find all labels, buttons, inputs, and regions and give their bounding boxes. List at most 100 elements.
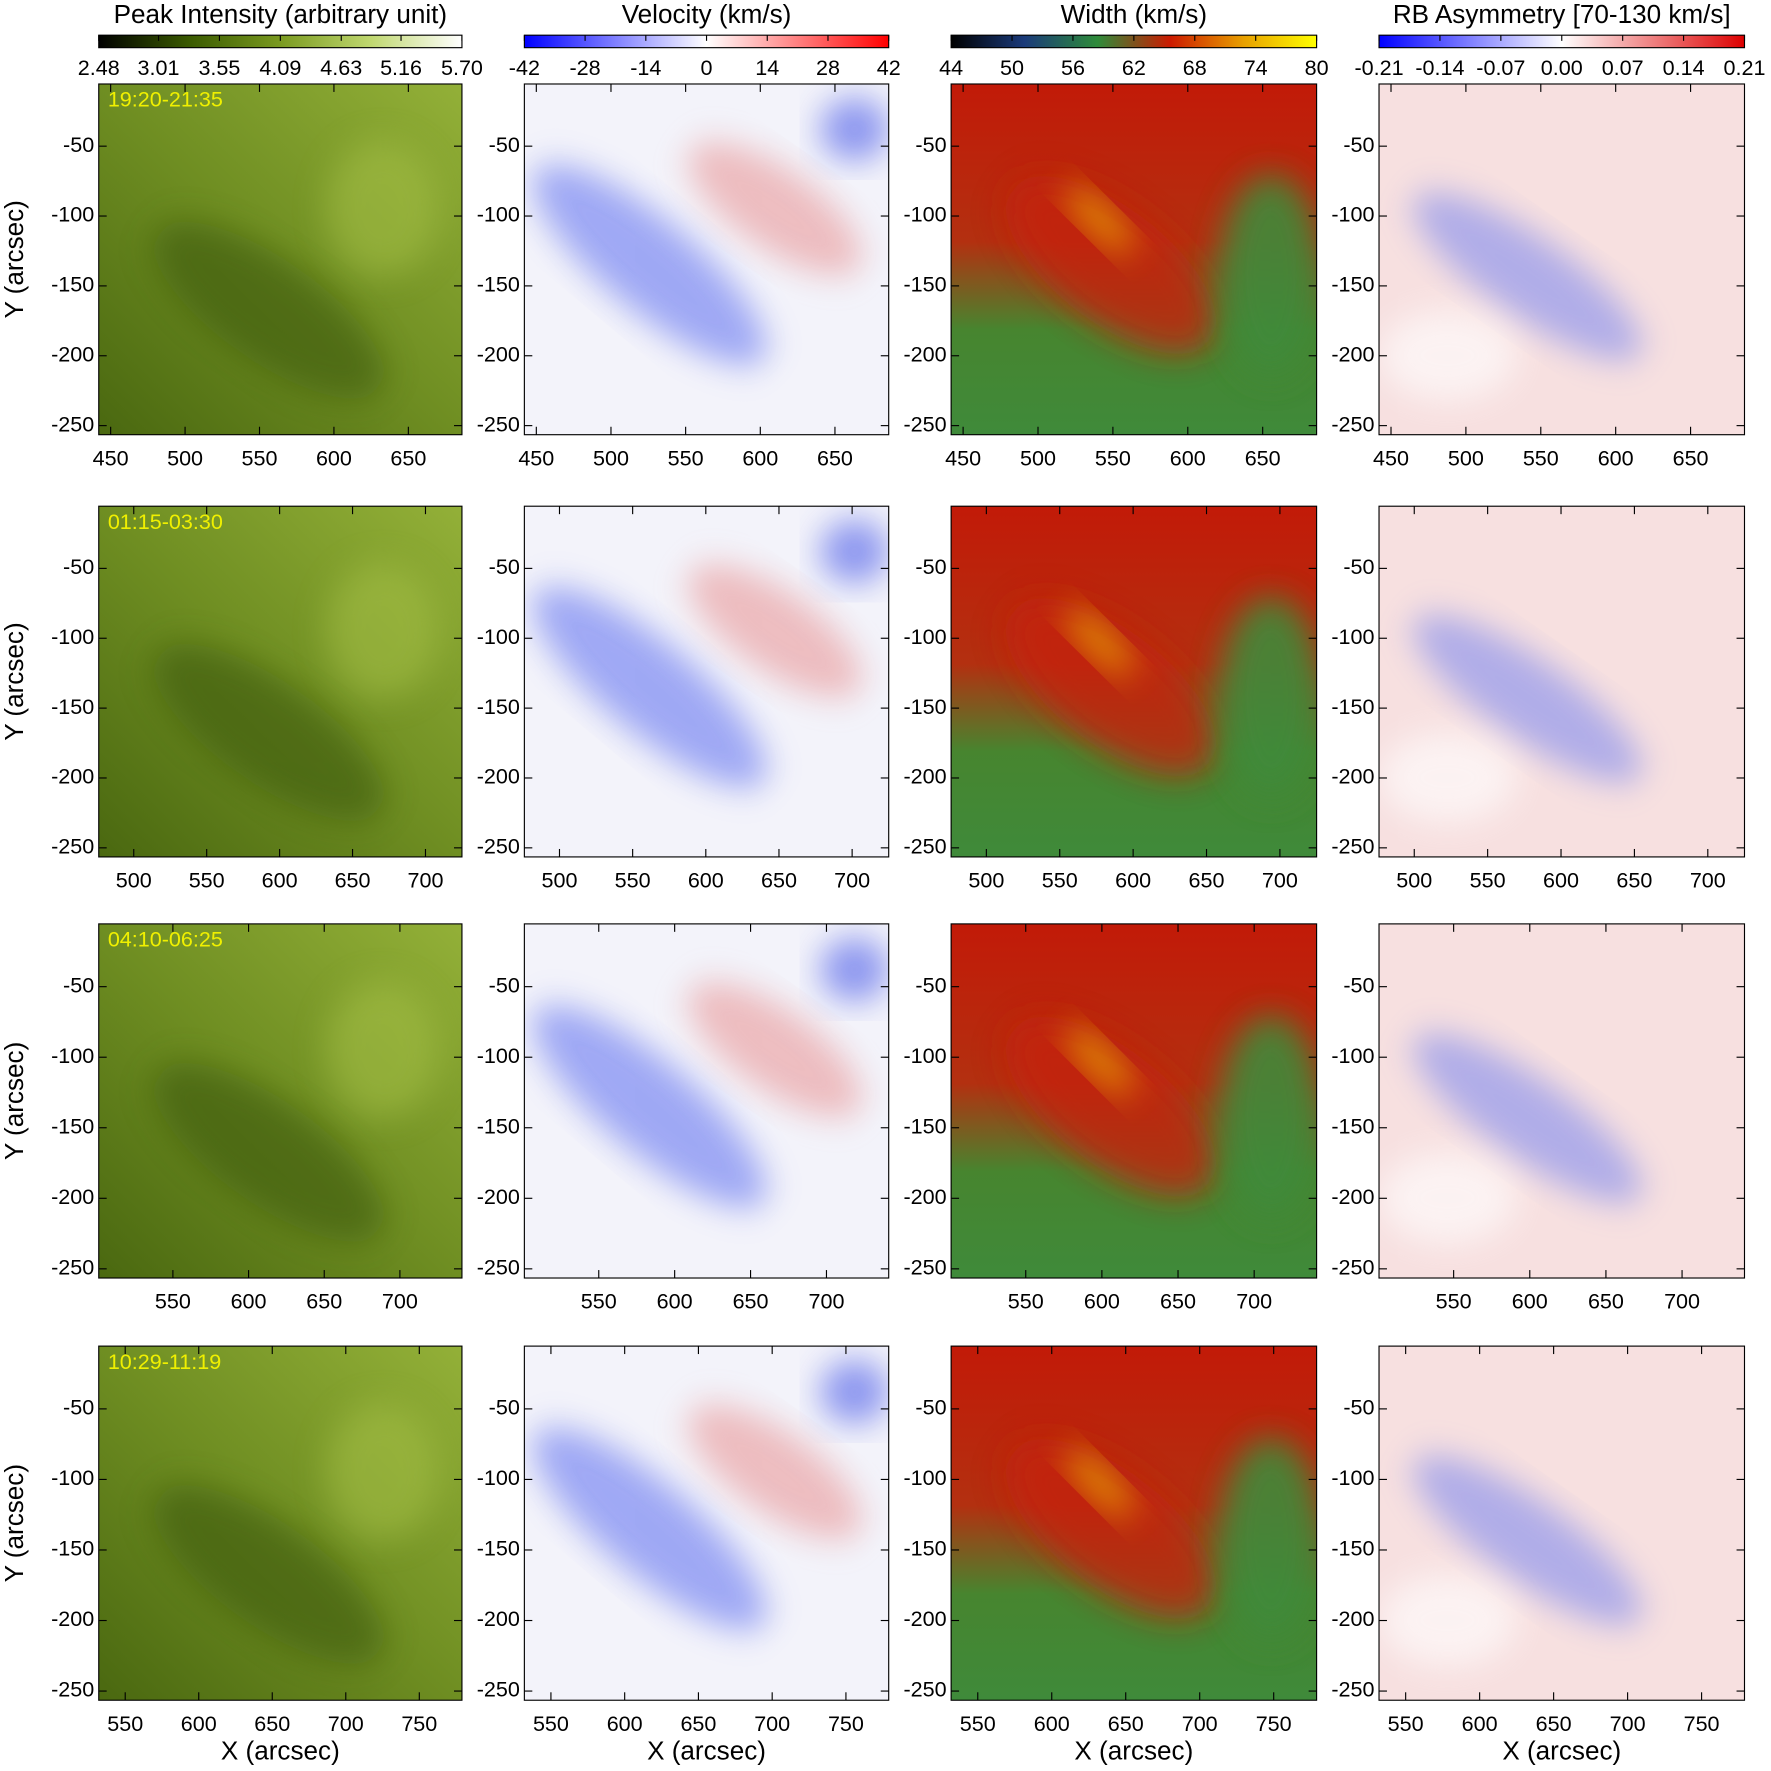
x-tick-label: 450 bbox=[1373, 445, 1409, 470]
heatmap-image bbox=[1379, 506, 1744, 857]
colorbar-tick-label: 50 bbox=[1000, 55, 1024, 80]
x-tick-label: 600 bbox=[316, 445, 352, 470]
x-axis-label: X (arcsec) bbox=[1502, 1735, 1621, 1765]
y-tick-label: -200 bbox=[51, 341, 94, 366]
y-tick-label: -50 bbox=[915, 1395, 946, 1420]
heatmap-image bbox=[1379, 1346, 1744, 1700]
x-tick-label: 700 bbox=[1664, 1289, 1700, 1314]
colorbar-title: Width (km/s) bbox=[1061, 0, 1207, 29]
x-tick-label: 600 bbox=[262, 868, 298, 893]
y-tick-label: -50 bbox=[489, 972, 520, 997]
x-tick-label: 500 bbox=[167, 445, 203, 470]
y-tick-label: -200 bbox=[51, 1606, 94, 1631]
x-tick-label: 450 bbox=[945, 445, 981, 470]
panel-frame bbox=[98, 923, 463, 1279]
heatmap-image bbox=[99, 506, 462, 857]
y-tick-label: -50 bbox=[915, 132, 946, 157]
y-tick-label: -200 bbox=[1331, 1184, 1374, 1209]
y-tick-label: -100 bbox=[51, 1465, 94, 1490]
y-axis-label: Y (arcsec) bbox=[0, 622, 29, 740]
heatmap-image bbox=[507, 924, 889, 1278]
x-tick-label: 550 bbox=[107, 1711, 143, 1736]
x-tick-label: 650 bbox=[390, 445, 426, 470]
x-tick-label: 650 bbox=[1616, 868, 1652, 893]
y-tick-label: -150 bbox=[903, 1113, 946, 1138]
panel-frame bbox=[98, 83, 463, 436]
x-tick-label: 550 bbox=[1436, 1289, 1472, 1314]
y-tick-label: -50 bbox=[63, 1395, 94, 1420]
time-annotation: 10:29-11:19 bbox=[108, 1349, 221, 1374]
y-tick-label: -100 bbox=[1331, 1043, 1374, 1068]
panel-frame bbox=[950, 1345, 1318, 1701]
colorbar-tick-label: 3.55 bbox=[198, 55, 240, 80]
y-tick-label: -200 bbox=[477, 1606, 520, 1631]
colorbar-title: Peak Intensity (arbitrary unit) bbox=[114, 0, 448, 29]
x-tick-label: 500 bbox=[593, 445, 629, 470]
colorbar-tick-label: 28 bbox=[816, 55, 840, 80]
y-tick-label: -100 bbox=[1331, 202, 1374, 227]
x-tick-label: 750 bbox=[401, 1711, 437, 1736]
y-tick-label: -50 bbox=[63, 554, 94, 579]
x-tick-label: 550 bbox=[1470, 868, 1506, 893]
y-tick-label: -250 bbox=[51, 834, 94, 859]
colorbar-tick-label: 2.48 bbox=[78, 55, 120, 80]
y-tick-label: -250 bbox=[903, 834, 946, 859]
colorbar-tick-label: 5.70 bbox=[441, 55, 483, 80]
x-tick-label: 550 bbox=[960, 1711, 996, 1736]
colorbar-title: Velocity (km/s) bbox=[622, 0, 792, 29]
y-tick-label: -100 bbox=[477, 1043, 520, 1068]
x-tick-label: 650 bbox=[1673, 445, 1709, 470]
y-tick-label: -250 bbox=[1331, 411, 1374, 436]
y-tick-label: -250 bbox=[51, 1677, 94, 1702]
colorbar-tick-label: 42 bbox=[877, 55, 901, 80]
y-tick-label: -50 bbox=[1343, 132, 1374, 157]
x-tick-label: 650 bbox=[1536, 1711, 1572, 1736]
x-tick-label: 750 bbox=[828, 1711, 864, 1736]
x-tick-label: 550 bbox=[668, 445, 704, 470]
panel-frame bbox=[98, 505, 463, 858]
panel-frame bbox=[1378, 1345, 1746, 1701]
y-tick-label: -200 bbox=[477, 1184, 520, 1209]
x-tick-label: 600 bbox=[607, 1711, 643, 1736]
panel-frame bbox=[523, 505, 890, 858]
x-tick-label: 450 bbox=[93, 445, 129, 470]
x-tick-label: 500 bbox=[1448, 445, 1484, 470]
colorbar-tick-label: 3.01 bbox=[138, 55, 180, 80]
x-tick-label: 650 bbox=[1245, 445, 1281, 470]
colorbar-tick-label: -0.21 bbox=[1354, 55, 1403, 80]
x-tick-label: 550 bbox=[615, 868, 651, 893]
y-tick-label: -200 bbox=[1331, 764, 1374, 789]
panel-frame bbox=[523, 1345, 890, 1701]
x-tick-label: 500 bbox=[1020, 445, 1056, 470]
x-tick-label: 550 bbox=[189, 868, 225, 893]
y-tick-label: -250 bbox=[477, 1255, 520, 1280]
x-tick-label: 600 bbox=[688, 868, 724, 893]
heatmap-image bbox=[507, 1346, 889, 1700]
y-tick-label: -250 bbox=[1331, 1677, 1374, 1702]
y-tick-label: -100 bbox=[1331, 624, 1374, 649]
y-tick-label: -150 bbox=[477, 1113, 520, 1138]
y-tick-label: -100 bbox=[51, 624, 94, 649]
panel-frame bbox=[523, 923, 890, 1279]
x-axis-label: X (arcsec) bbox=[1074, 1735, 1193, 1765]
x-tick-label: 500 bbox=[1396, 868, 1432, 893]
y-tick-label: -200 bbox=[903, 1606, 946, 1631]
colorbar-tick-label: 68 bbox=[1183, 55, 1207, 80]
colorbar-tick-label: -42 bbox=[509, 55, 540, 80]
x-tick-label: 600 bbox=[1512, 1289, 1548, 1314]
y-tick-label: -250 bbox=[51, 1255, 94, 1280]
colorbar-tick-label: 74 bbox=[1244, 55, 1268, 80]
x-tick-label: 550 bbox=[1095, 445, 1131, 470]
y-tick-label: -200 bbox=[903, 764, 946, 789]
heatmap-image bbox=[951, 924, 1322, 1278]
x-tick-label: 600 bbox=[1084, 1289, 1120, 1314]
heatmap-image bbox=[99, 924, 462, 1278]
panel-frame bbox=[950, 923, 1318, 1279]
colorbar-tick-label: 0.00 bbox=[1541, 55, 1583, 80]
x-tick-label: 650 bbox=[733, 1289, 769, 1314]
x-tick-label: 600 bbox=[1462, 1711, 1498, 1736]
x-tick-label: 650 bbox=[1588, 1289, 1624, 1314]
x-tick-label: 500 bbox=[116, 868, 152, 893]
y-tick-label: -100 bbox=[903, 1465, 946, 1490]
